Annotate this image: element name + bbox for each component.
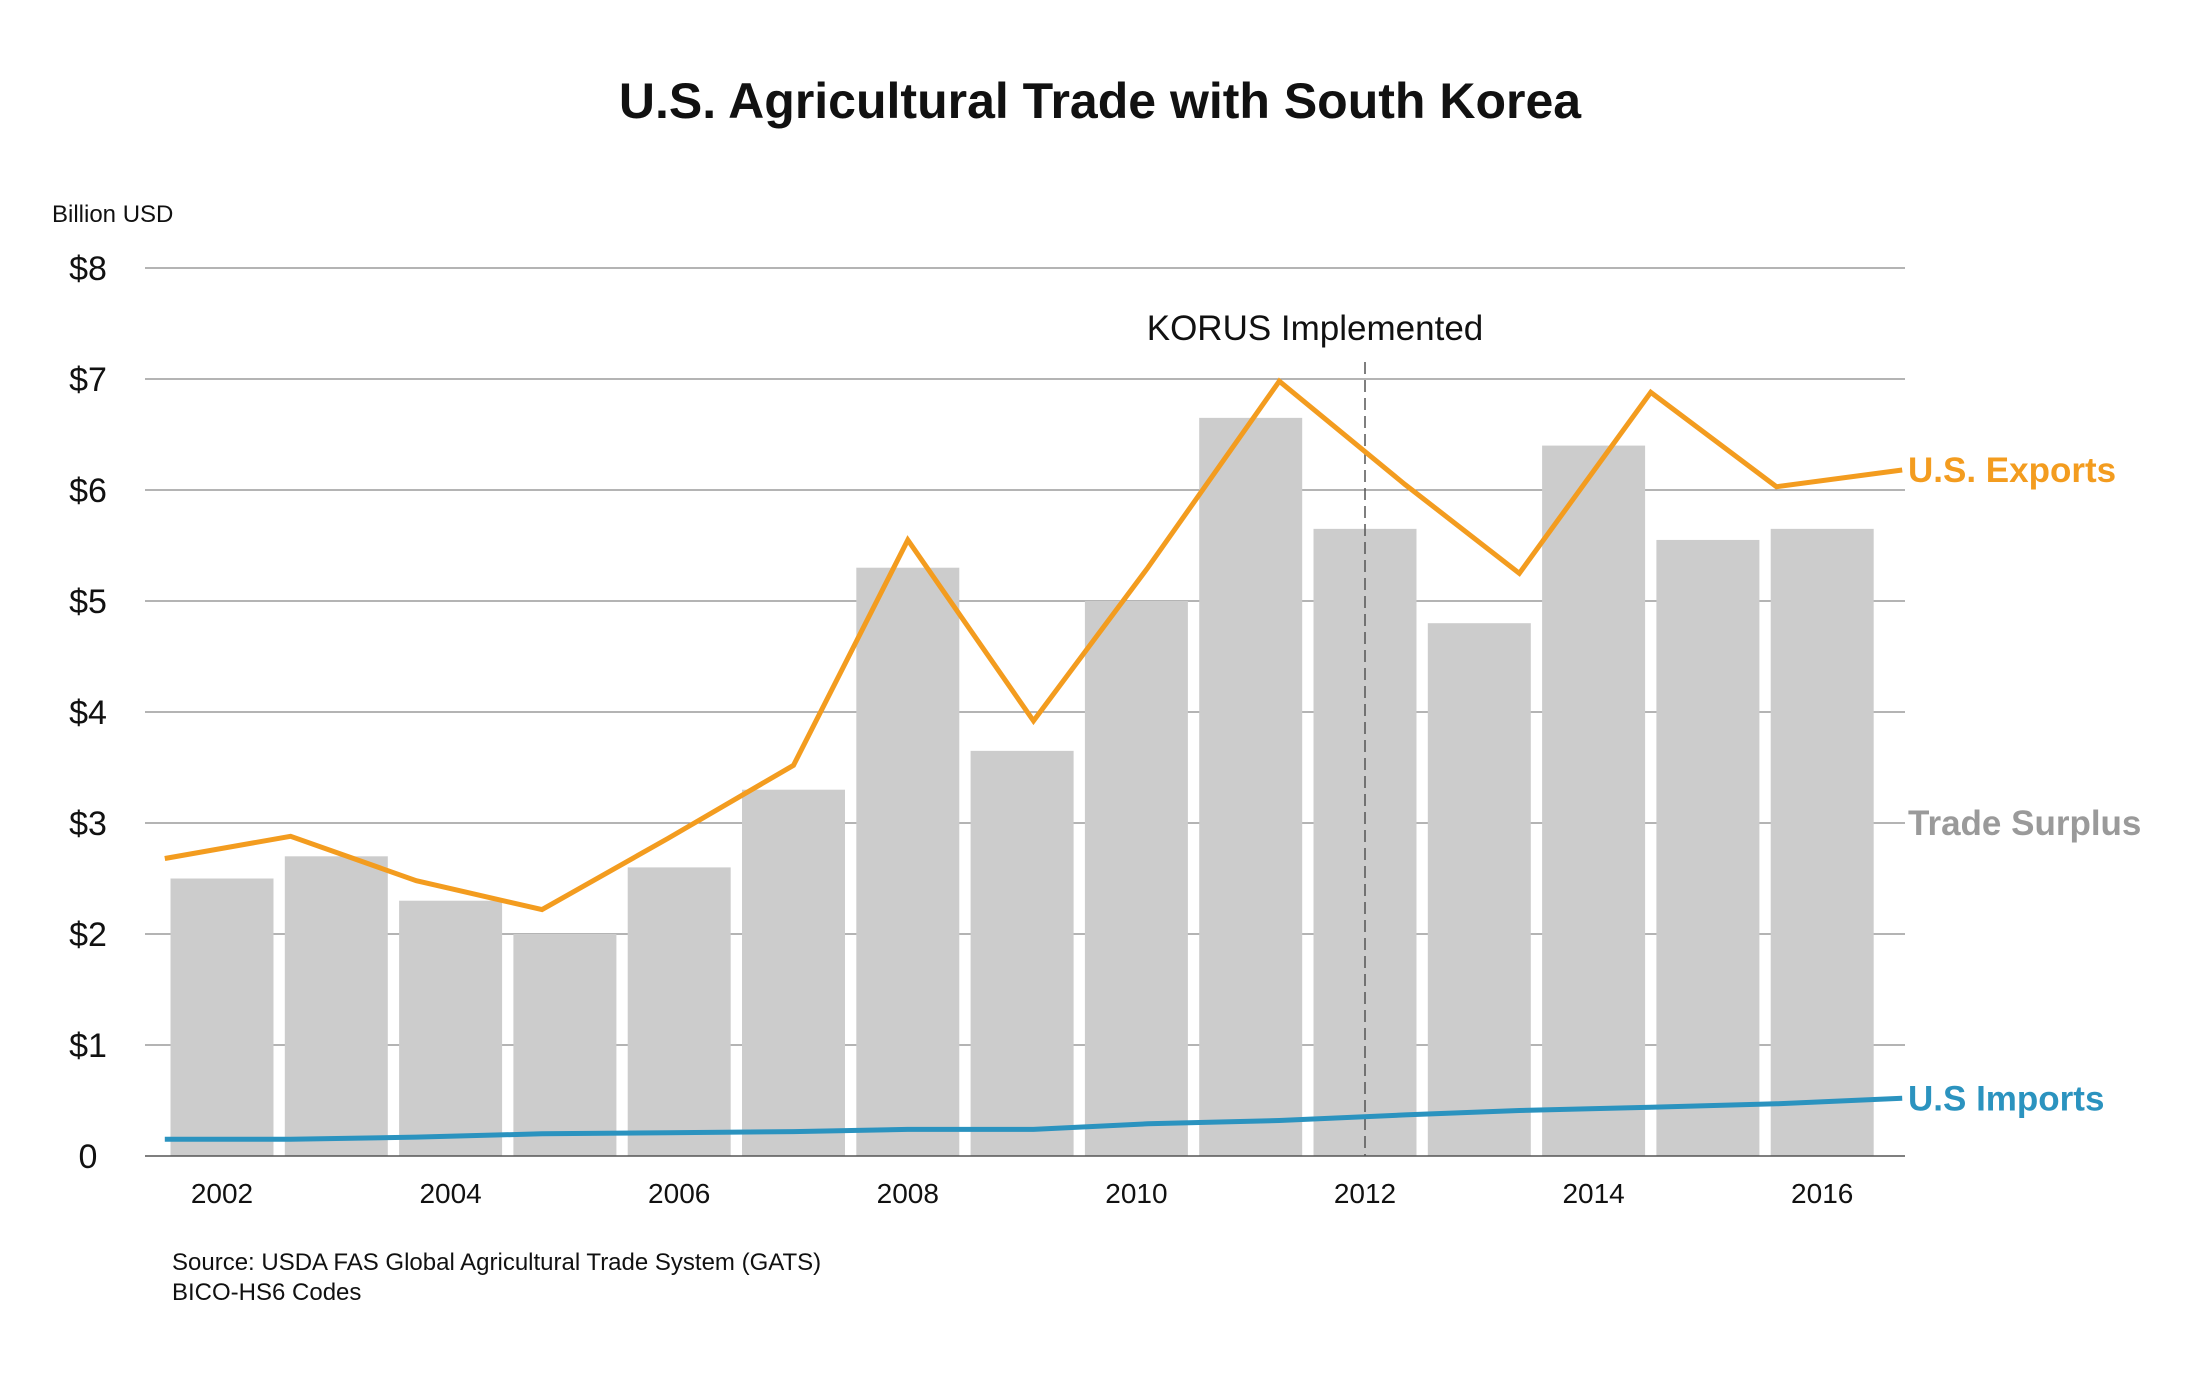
y-axis-ticks: 0 $1 $2 $3 $4 $5 $6 $7 $8 xyxy=(69,250,107,1176)
y-tick-label: $5 xyxy=(69,583,107,621)
x-tick-label: 2010 xyxy=(1105,1178,1167,1209)
x-tick-label: 2014 xyxy=(1562,1178,1624,1209)
surplus-bar xyxy=(1656,539,1760,1156)
chart-title: U.S. Agricultural Trade with South Korea xyxy=(619,73,1582,129)
surplus-bar xyxy=(399,900,503,1156)
surplus-bar xyxy=(1427,623,1531,1156)
series-lines xyxy=(164,377,1903,1142)
x-tick-label: 2006 xyxy=(648,1178,710,1209)
surplus-bar xyxy=(742,789,845,1156)
imports-line xyxy=(164,1095,1903,1142)
surplus-bar xyxy=(1199,417,1303,1157)
y-tick-label: $7 xyxy=(69,361,107,399)
surplus-bar xyxy=(513,934,617,1156)
korus-annotation-label: KORUS Implemented xyxy=(1147,309,1484,348)
x-axis-ticks: 2002 2004 2006 2008 2010 2012 2014 2016 xyxy=(191,1178,1853,1209)
surplus-bar xyxy=(856,567,960,1156)
korus-annotation: KORUS Implemented xyxy=(1147,309,1484,1156)
trade-surplus-label: Trade Surplus xyxy=(1908,804,2141,843)
y-axis-unit-label: Billion USD xyxy=(52,201,173,228)
y-tick-label: $2 xyxy=(69,916,107,954)
x-tick-label: 2004 xyxy=(419,1178,481,1209)
x-tick-label: 2008 xyxy=(877,1178,939,1209)
exports-label: U.S. Exports xyxy=(1908,451,2116,490)
surplus-bar xyxy=(1770,528,1874,1156)
exports-line xyxy=(164,377,1903,913)
y-tick-label: $3 xyxy=(69,805,107,843)
surplus-bar xyxy=(1084,601,1188,1156)
y-tick-label: $8 xyxy=(69,250,107,288)
source-line-2: BICO-HS6 Codes xyxy=(172,1279,361,1306)
surplus-bar xyxy=(627,867,731,1156)
x-tick-label: 2012 xyxy=(1334,1178,1396,1209)
surplus-bar xyxy=(284,856,388,1156)
y-tick-label: $6 xyxy=(69,472,107,510)
source-line-1: Source: USDA FAS Global Agricultural Tra… xyxy=(172,1249,821,1276)
y-tick-label: $1 xyxy=(69,1027,107,1065)
y-tick-label: 0 xyxy=(79,1138,98,1176)
surplus-bar xyxy=(170,878,274,1156)
imports-label: U.S Imports xyxy=(1908,1079,2104,1118)
y-tick-label: $4 xyxy=(69,694,107,732)
series-labels: U.S. Exports U.S Imports Trade Surplus xyxy=(1908,451,2141,1118)
surplus-bar xyxy=(1542,445,1646,1157)
trade-surplus-bars xyxy=(170,417,1874,1157)
surplus-bar xyxy=(970,750,1074,1156)
x-tick-label: 2016 xyxy=(1791,1178,1853,1209)
x-tick-label: 2002 xyxy=(191,1178,253,1209)
